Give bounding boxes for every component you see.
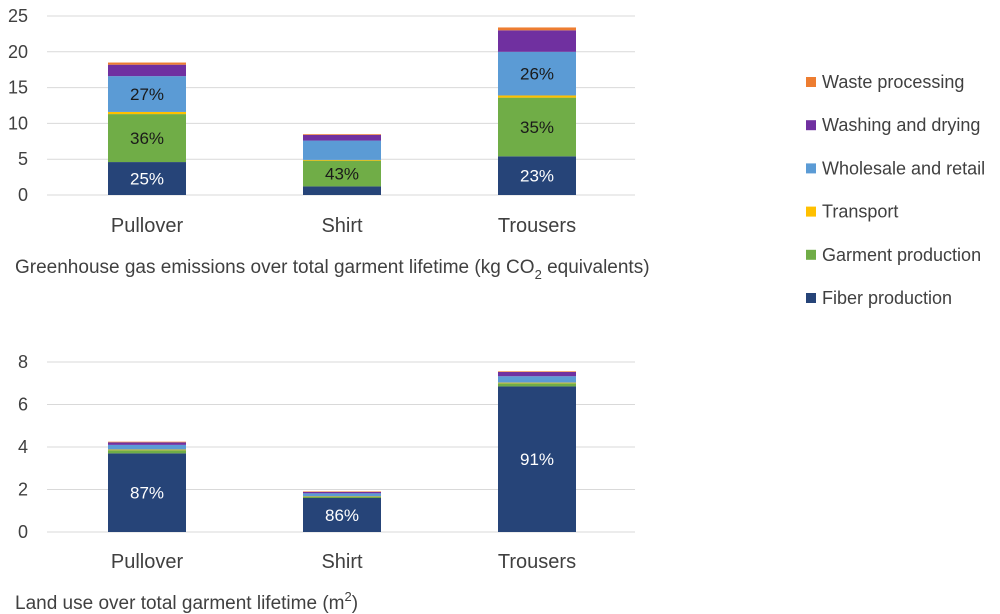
ghg-data-label: 36% xyxy=(130,129,164,148)
land-category-label: Pullover xyxy=(111,551,184,573)
ghg-bar-shirt-washing-and-drying xyxy=(303,134,381,141)
ghg-bar-trousers-garment-production xyxy=(498,97,576,157)
ghg-bar-shirt-garment-production xyxy=(303,160,381,187)
ghg-y-tick-label: 20 xyxy=(8,42,28,62)
legend-swatch xyxy=(806,120,816,131)
ghg-y-tick-label: 0 xyxy=(18,185,28,205)
ghg-bar-trousers-fiber-production xyxy=(498,156,576,195)
ghg-bar-pullover-washing-and-drying xyxy=(108,64,186,77)
ghg-y-tick-label: 5 xyxy=(18,149,28,169)
land-bar-pullover-waste-processing xyxy=(108,441,186,443)
ghg-data-labels: 25% 36% 27% 43% 23% 35% 26% xyxy=(130,65,554,189)
land-bar-shirt-wholesale-and-retail xyxy=(303,493,381,497)
ghg-bar-trousers-wholesale-and-retail xyxy=(498,51,576,96)
ghg-y-tick-label: 10 xyxy=(8,113,28,133)
legend-swatch xyxy=(806,293,816,303)
legend-item-garment-production: Garment production xyxy=(806,245,981,265)
land-bar-trousers-washing-and-drying xyxy=(498,371,576,377)
land-category-labels: Pullover Shirt Trousers xyxy=(111,551,576,573)
legend-label: Waste processing xyxy=(822,72,964,92)
legend-label: Garment production xyxy=(822,245,981,265)
legend-item-waste-processing: Waste processing xyxy=(806,72,964,92)
legend-item-fiber-production: Fiber production xyxy=(806,288,952,308)
legend-label: Washing and drying xyxy=(822,115,980,135)
ghg-bar-pullover-wholesale-and-retail xyxy=(108,76,186,112)
ghg-bar-pullover-transport xyxy=(108,111,186,115)
land-bars xyxy=(108,371,576,532)
land-category-label: Trousers xyxy=(498,551,576,573)
legend-swatch xyxy=(806,206,816,217)
ghg-data-label: 27% xyxy=(130,85,164,104)
ghg-bar-shirt-wholesale-and-retail xyxy=(303,140,381,160)
land-bar-pullover-transport xyxy=(108,449,186,451)
land-y-tick-label: 4 xyxy=(18,437,28,457)
land-bar-shirt-transport xyxy=(303,496,381,498)
ghg-bar-trousers-washing-and-drying xyxy=(498,30,576,52)
land-bar-trousers-transport xyxy=(498,382,576,384)
legend-item-washing-and-drying: Washing and drying xyxy=(806,115,980,135)
land-bar-trousers-waste-processing xyxy=(498,371,576,372)
legend-swatch xyxy=(806,77,816,87)
ghg-bar-trousers-waste-processing xyxy=(498,27,576,31)
land-y-tick-label: 8 xyxy=(18,352,28,372)
land-bar-trousers-fiber-production xyxy=(498,386,576,532)
land-data-labels: 87% 86% 91% xyxy=(130,450,554,525)
land-y-tick-label: 0 xyxy=(18,522,28,542)
land-caption: Land use over total garment lifetime (m2… xyxy=(15,589,358,614)
ghg-data-label: 26% xyxy=(520,65,554,84)
ghg-y-tick-label: 15 xyxy=(8,78,28,98)
land-bar-shirt-waste-processing xyxy=(303,491,381,492)
ghg-bar-pullover-waste-processing xyxy=(108,62,186,65)
land-bar-pullover-washing-and-drying xyxy=(108,442,186,445)
legend: Waste processing Washing and drying Wholes… xyxy=(806,72,985,308)
ghg-bars xyxy=(108,27,576,195)
ghg-data-label: 35% xyxy=(520,118,554,137)
ghg-category-label: Shirt xyxy=(321,215,363,237)
ghg-bar-shirt-fiber-production xyxy=(303,186,381,195)
land-y-tick-label: 6 xyxy=(18,395,28,415)
legend-label: Wholesale and retail xyxy=(822,158,985,178)
ghg-caption: Greenhouse gas emissions over total garm… xyxy=(15,257,650,282)
land-data-label: 86% xyxy=(325,506,359,525)
land-bar-pullover-fiber-production xyxy=(108,453,186,532)
legend-item-wholesale-and-retail: Wholesale and retail xyxy=(806,158,985,178)
legend-swatch xyxy=(806,249,816,260)
land-category-label: Shirt xyxy=(321,551,363,573)
legend-swatch xyxy=(806,163,816,174)
ghg-bar-pullover-garment-production xyxy=(108,114,186,163)
ghg-category-label: Pullover xyxy=(111,215,184,237)
ghg-bar-shirt-waste-processing xyxy=(303,134,381,135)
land-data-label: 87% xyxy=(130,484,164,503)
ghg-data-label: 23% xyxy=(520,167,554,186)
ghg-y-ticks: 0 5 10 15 20 25 xyxy=(8,6,28,205)
legend-item-transport: Transport xyxy=(806,202,898,222)
land-use-chart: 0 2 4 6 8 Pullover Shirt Trousers 87% 86% 91% La… xyxy=(15,352,635,614)
ghg-data-label: 25% xyxy=(130,170,164,189)
ghg-category-labels: Pullover Shirt Trousers xyxy=(111,215,576,237)
ghg-bar-shirt-transport xyxy=(303,159,381,161)
land-bar-trousers-garment-production xyxy=(498,383,576,387)
land-bar-shirt-fiber-production xyxy=(303,498,381,532)
ghg-data-label: 43% xyxy=(325,165,359,184)
land-y-ticks: 0 2 4 6 8 xyxy=(18,352,28,542)
land-y-tick-label: 2 xyxy=(18,480,28,500)
land-data-label: 91% xyxy=(520,450,554,469)
ghg-bar-trousers-transport xyxy=(498,95,576,98)
land-bar-shirt-garment-production xyxy=(303,496,381,498)
land-bar-trousers-wholesale-and-retail xyxy=(498,376,576,383)
legend-label: Transport xyxy=(822,202,898,222)
land-bar-shirt-washing-and-drying xyxy=(303,491,381,494)
ghg-bar-pullover-fiber-production xyxy=(108,162,186,195)
legend-label: Fiber production xyxy=(822,288,952,308)
land-bar-pullover-wholesale-and-retail xyxy=(108,444,186,450)
ghg-category-label: Trousers xyxy=(498,215,576,237)
land-bar-pullover-garment-production xyxy=(108,450,186,454)
ghg-y-tick-label: 25 xyxy=(8,6,28,26)
